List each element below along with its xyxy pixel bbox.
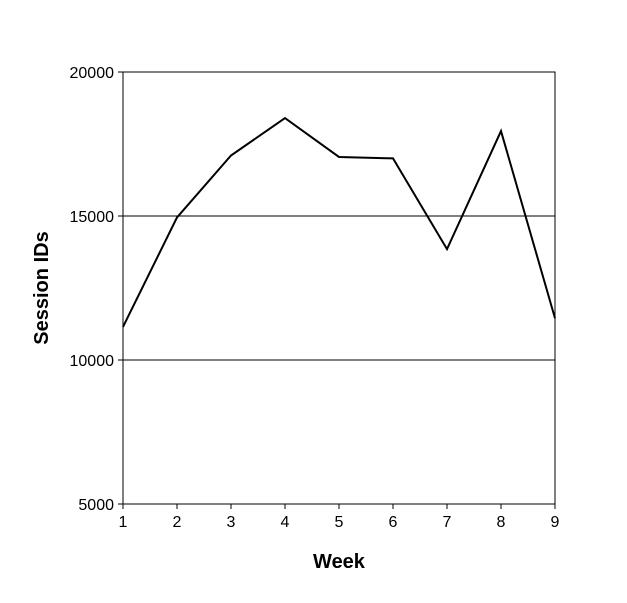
x-tick-label: 2 (173, 514, 182, 531)
x-tick-label: 8 (497, 514, 506, 531)
series-line-1 (122, 116, 556, 328)
x-tick-label: 7 (443, 514, 452, 531)
plot-frame (122, 71, 556, 505)
x-tick-label: 9 (551, 514, 560, 531)
y-tick-label: 10000 (70, 353, 115, 370)
x-tick-label: 1 (119, 514, 128, 531)
y-axis: 5000 10000 15000 20000 (70, 65, 123, 514)
gridlines (123, 215, 555, 361)
x-axis-title: Week (313, 551, 366, 573)
y-axis-title: Session IDs (31, 231, 53, 344)
x-tick-label: 3 (227, 514, 236, 531)
x-axis: 1 2 3 4 5 6 7 8 9 (119, 504, 560, 531)
x-tick-label: 6 (389, 514, 398, 531)
series-group (122, 116, 556, 328)
y-tick-label: 20000 (70, 65, 115, 82)
x-tick-label: 4 (281, 514, 290, 531)
x-tick-label: 5 (335, 514, 344, 531)
y-tick-label: 5000 (78, 497, 114, 514)
y-tick-label: 15000 (70, 209, 115, 226)
